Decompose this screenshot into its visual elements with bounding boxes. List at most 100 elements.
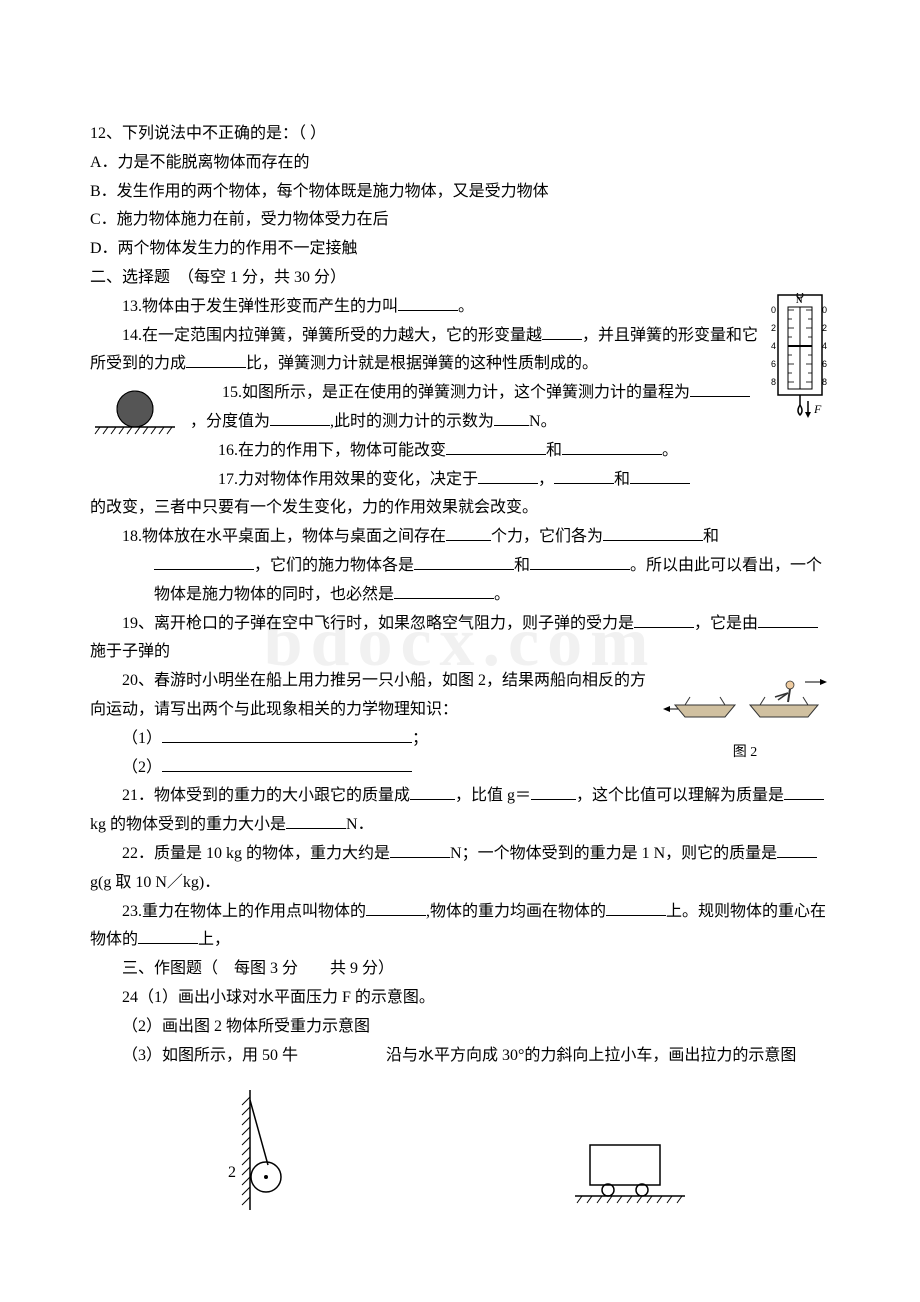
q18-blank1 — [446, 540, 491, 541]
q21-text-d: kg 的物体受到的重力大小是 — [90, 816, 286, 833]
q23: 23.重力在物体上的作用点叫物体的,物体的重力均画在物体的上。规则物体的重心在物… — [90, 898, 830, 956]
q15-text-b: ，分度值为 — [190, 413, 270, 430]
q24-3: （3）如图所示，用 50 牛 沿与水平方向成 30°的力斜向上拉小车，画出拉力的… — [90, 1042, 830, 1071]
q24-3-text-a: （3）如图所示，用 50 牛 — [122, 1047, 298, 1064]
q18-text-e: 和 — [514, 557, 530, 574]
q24-2: （2）画出图 2 物体所受重力示意图 — [90, 1013, 830, 1042]
svg-text:6: 6 — [771, 359, 776, 369]
q18-text-g: 。 — [494, 586, 510, 603]
q20-blank1 — [162, 742, 412, 743]
q22: 22．质量是 10 kg 的物体，重力大约是 N；一个物体受到的重力是 1 N，则… — [90, 840, 830, 898]
diagram-ball-wall: 2 — [220, 1085, 300, 1226]
q19-text-b: ，它是由 — [694, 615, 758, 632]
q18-text-c: 和 — [703, 528, 719, 545]
q18-text-a: 18.物体放在水平桌面上，物体与桌面之间存在 — [122, 528, 446, 545]
q14-text-a: 14.在一定范围内拉弹簧，弹簧所受的力越大，它的形变量越 — [122, 327, 542, 344]
q22-blank1 — [390, 857, 450, 858]
q14: 14.在一定范围内拉弹簧，弹簧所受的力越大，它的形变量越，并且弹簧的形变量和它所… — [90, 322, 830, 380]
q17-cont: 的改变，三者中只要有一个发生变化，力的作用效果就会改变。 — [90, 494, 830, 523]
q22-blank2 — [777, 857, 817, 858]
q21-blank4 — [286, 828, 346, 829]
ball-ground-figure — [90, 379, 180, 439]
q21-text-e: N． — [346, 816, 374, 833]
q20-sep: ； — [412, 730, 428, 747]
q24-1: 24（1）画出小球对水平面压力 F 的示意图。 — [90, 984, 830, 1013]
q14-blank2 — [186, 367, 246, 368]
q17-blank1 — [478, 483, 538, 484]
q15-blank1 — [690, 396, 750, 397]
q16: 16.在力的作用下，物体可能改变 和 。 — [218, 437, 830, 466]
q18-blank4 — [414, 569, 514, 570]
q16-text-b: 和 — [546, 442, 562, 459]
q17: 17.力对物体作用效果的变化，决定于 ， 和 — [218, 466, 830, 495]
q12-stem: 12、下列说法中不正确的是：（ ） — [90, 120, 830, 149]
q17-text-c: 和 — [614, 471, 630, 488]
svg-text:F: F — [813, 402, 822, 416]
diagram-cart — [560, 1125, 700, 1226]
q19-blank2 — [758, 627, 818, 628]
q20-blank2 — [162, 771, 412, 772]
q12-option-a: A．力是不能脱离物体而存在的 — [90, 149, 830, 178]
q18-blank6 — [394, 598, 494, 599]
q14-blank1 — [542, 339, 582, 340]
q18-line2: ，它们的施力物体各是和。所以由此可以看出，一个物体是施力物体的同时，也必然是。 — [154, 552, 830, 610]
q20-1-label: （1） — [122, 730, 162, 747]
q21-text-c: ，这个比值可以理解为质量是 — [576, 787, 784, 804]
diagram2-label: 2 — [228, 1164, 236, 1181]
svg-text:8: 8 — [822, 377, 827, 387]
q21-blank3 — [784, 799, 824, 800]
q15-blank3 — [494, 425, 529, 426]
q16-blank1 — [446, 454, 546, 455]
q17-text-a: 17.力对物体作用效果的变化，决定于 — [218, 471, 478, 488]
q18-text-b: 个力，它们各为 — [491, 528, 603, 545]
section3-heading: 三、作图题（ 每图 3 分 共 9 分） — [90, 955, 830, 984]
q16-blank2 — [562, 454, 662, 455]
svg-text:2: 2 — [822, 323, 827, 333]
q22-text-b: N；一个物体受到的重力是 1 N，则它的质量是 — [450, 845, 777, 862]
q15-text-d: N。 — [529, 413, 557, 430]
q23-blank1 — [366, 915, 426, 916]
svg-text:6: 6 — [822, 359, 827, 369]
q19-text-a: 19、离开枪口的子弹在空中飞行时，如果忽略空气阻力，则子弹的受力是 — [122, 615, 634, 632]
q15-text-a: 15.如图所示，是正在使用的弹簧测力计，这个弹簧测力计的量程为 — [222, 384, 690, 401]
fig2-caption: 图 2 — [660, 740, 830, 765]
q17-blank3 — [630, 483, 690, 484]
svg-text:N: N — [796, 295, 803, 305]
q24-3-text-b: 沿与水平方向成 30°的力斜向上拉小车，画出拉力的示意图 — [386, 1047, 796, 1064]
q18-blank2 — [603, 540, 703, 541]
q23-blank3 — [138, 943, 198, 944]
q15-blank2 — [270, 425, 330, 426]
q23-text-d: 上， — [198, 931, 230, 948]
q12-option-c: C．施力物体施力在前，受力物体受力在后 — [90, 206, 830, 235]
q23-text-b: ,物体的重力均画在物体的 — [426, 903, 606, 920]
q20-2-label: （2） — [122, 759, 162, 776]
q18-blank3 — [154, 569, 254, 570]
q21-text-a: 21．物体受到的重力的大小跟它的质量成 — [122, 787, 410, 804]
q16-text: 16.在力的作用下，物体可能改变 — [218, 442, 446, 459]
q18-blank5 — [530, 569, 630, 570]
q19-blank1 — [634, 627, 694, 628]
q23-text-a: 23.重力在物体上的作用点叫物体的 — [122, 903, 366, 920]
q15-text-c: ,此时的测力计的示数为 — [330, 413, 494, 430]
q22-text-a: 22．质量是 10 kg 的物体，重力大约是 — [122, 845, 390, 862]
q21-blank2 — [531, 799, 576, 800]
q17-text-b: ， — [538, 471, 554, 488]
q21: 21．物体受到的重力的大小跟它的质量成，比值 g＝，这个比值可以理解为质量是kg… — [90, 782, 830, 840]
spring-scale-figure: N 00 22 44 66 88 F — [770, 293, 830, 423]
boat-figure: 图 2 — [660, 667, 830, 765]
q18-text-d: ，它们的施力物体各是 — [254, 557, 414, 574]
q16-text-c: 。 — [662, 442, 678, 459]
q13-blank — [398, 310, 458, 311]
q22-text-c: g(g 取 10 N／kg)． — [90, 874, 220, 891]
diagrams-row: 2 — [90, 1085, 830, 1226]
q19: 19、离开枪口的子弹在空中飞行时，如果忽略空气阻力，则子弹的受力是，它是由施于子… — [90, 610, 830, 668]
q14-text-c: 比，弹簧测力计就是根据弹簧的这种性质制成的。 — [246, 355, 598, 372]
q18: 18.物体放在水平桌面上，物体与桌面之间存在 个力，它们各为 和 — [90, 523, 830, 552]
q13: 13.物体由于发生弹性形变而产生的力叫。 — [90, 293, 830, 322]
section2-heading: 二、选择题 （每空 1 分，共 30 分） — [90, 264, 830, 293]
q21-blank1 — [410, 799, 455, 800]
q15: 15.如图所示，是正在使用的弹簧测力计，这个弹簧测力计的量程为 ，分度值为 ,此时的… — [90, 379, 830, 437]
svg-text:4: 4 — [822, 341, 827, 351]
q12-option-b: B．发生作用的两个物体，每个物体既是施力物体，又是受力物体 — [90, 178, 830, 207]
q23-blank2 — [606, 915, 666, 916]
